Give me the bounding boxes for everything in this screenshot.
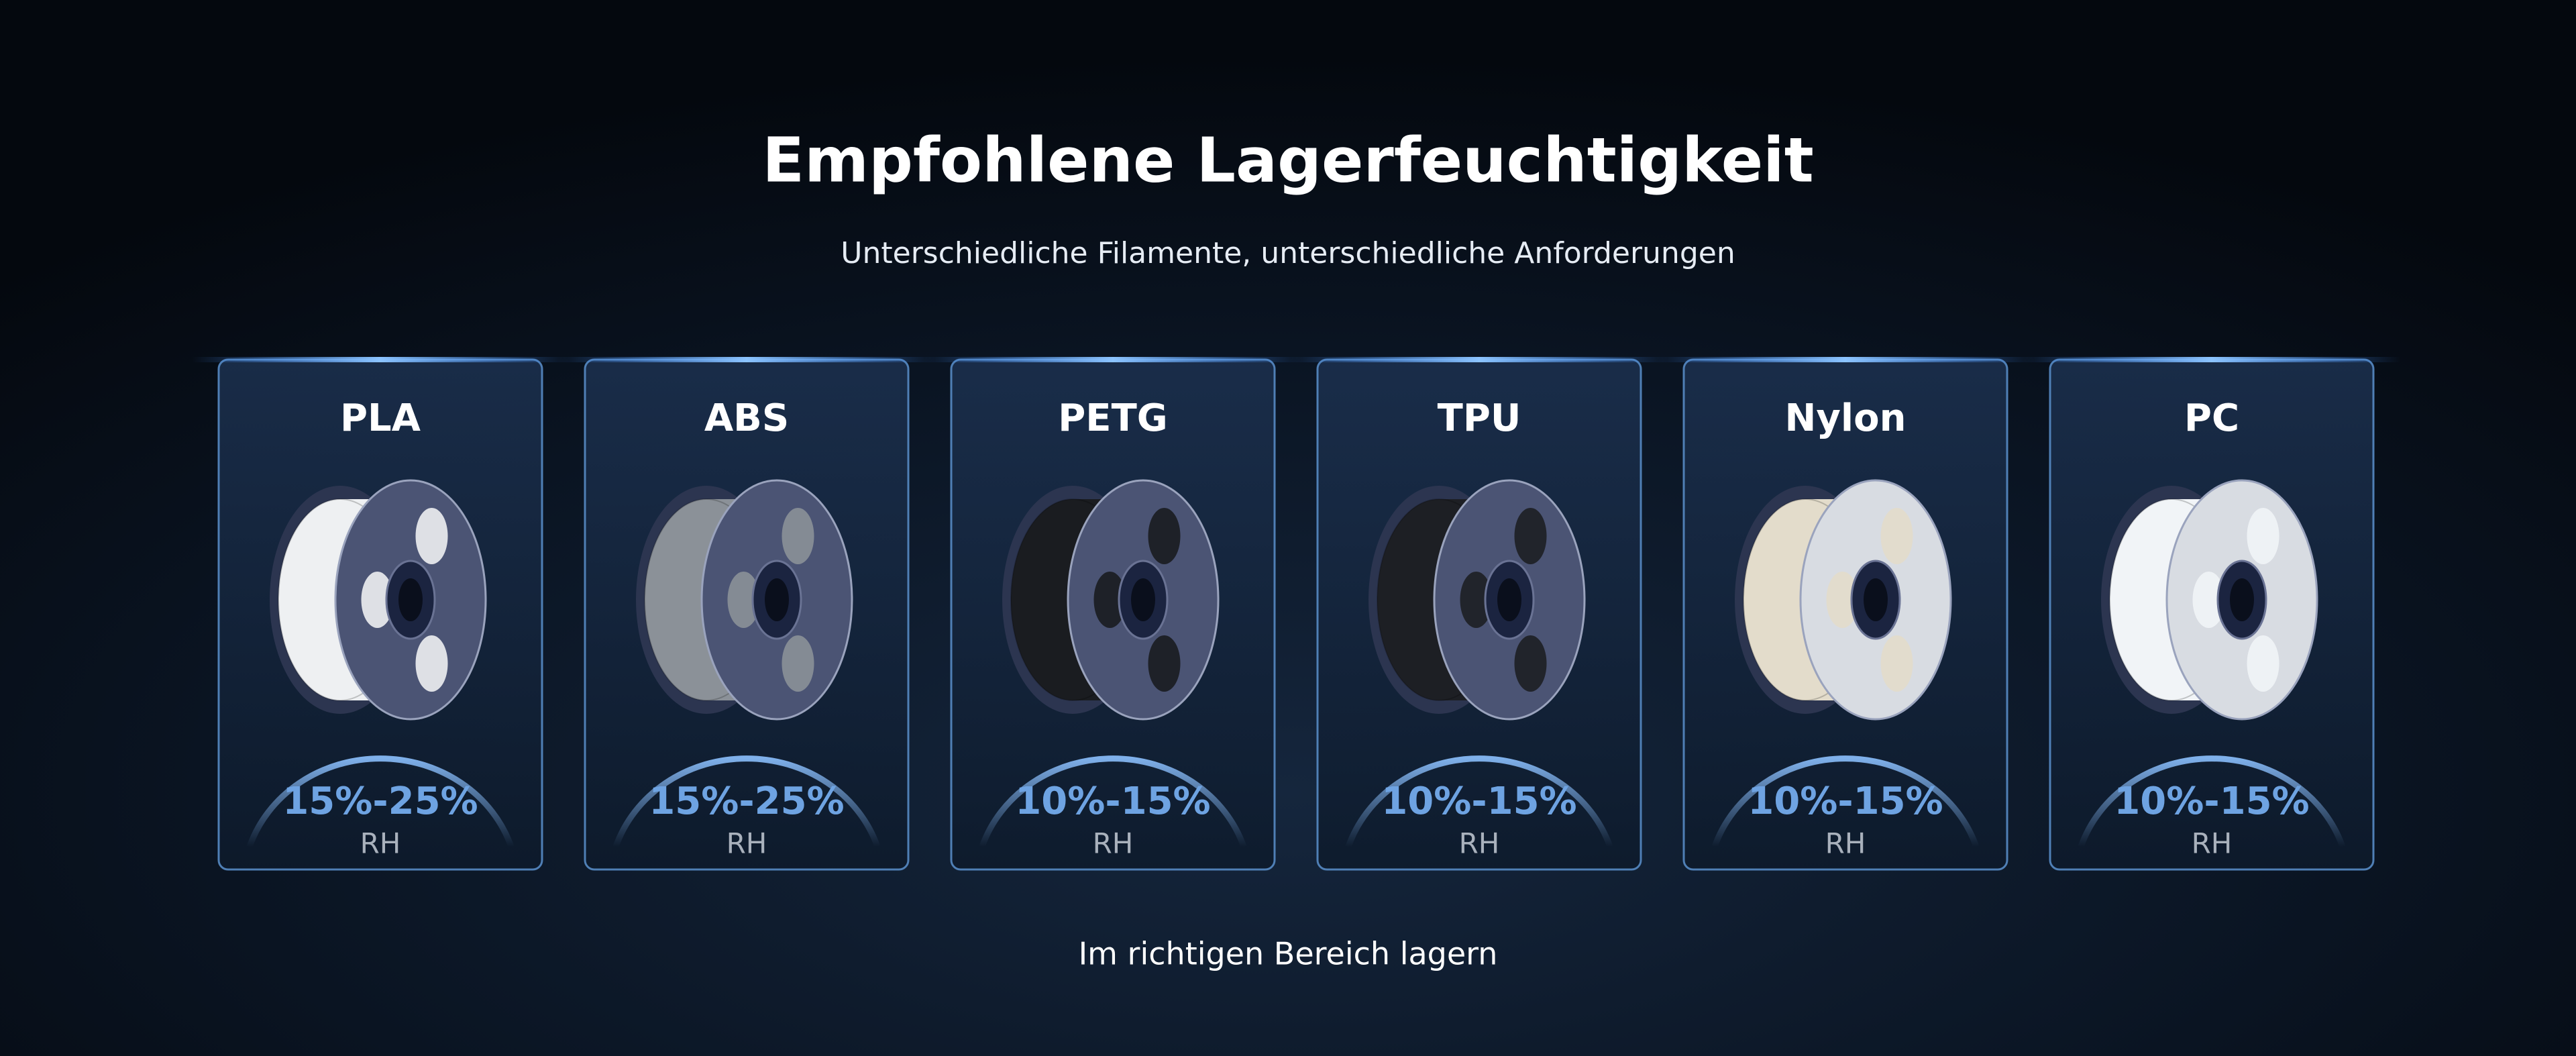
spool-window xyxy=(361,572,394,628)
spool-window xyxy=(1514,508,1547,564)
spool-window xyxy=(1148,508,1181,564)
humidity-arc xyxy=(246,755,515,848)
subtitle: Unterschiedliche Filamente, unterschiedl… xyxy=(841,236,1735,270)
card: Nylon 10%-15% RH xyxy=(1657,357,2034,871)
footer: Im richtigen Bereich lagern xyxy=(1079,936,1498,972)
spool-window xyxy=(1460,572,1493,628)
card: PLA 15%-25% RH xyxy=(192,357,569,871)
spool xyxy=(636,479,853,721)
humidity-range: 10%-15% xyxy=(1015,780,1210,823)
material-name: TPU xyxy=(1438,397,1521,440)
spool-window xyxy=(782,508,814,564)
card: PETG 10%-15% RH xyxy=(924,357,1301,871)
spool xyxy=(270,479,487,721)
spool-window xyxy=(415,635,448,692)
humidity-range: 10%-15% xyxy=(1748,780,1943,823)
humidity-unit: RH xyxy=(1825,827,1866,860)
humidity-arc xyxy=(1345,755,1613,848)
humidity-arc xyxy=(2078,755,2346,848)
material-name: PLA xyxy=(340,397,421,440)
spool-hole xyxy=(1497,578,1521,621)
spool-window xyxy=(782,635,814,692)
card: ABS 15%-25% RH xyxy=(558,357,935,871)
card-glow xyxy=(2023,357,2400,362)
material-name: ABS xyxy=(704,397,789,440)
spool xyxy=(2101,479,2318,721)
spool xyxy=(1735,479,1952,721)
humidity-unit: RH xyxy=(2192,827,2233,860)
spool xyxy=(1002,479,1220,721)
card-glow xyxy=(924,357,1301,362)
material-name: PETG xyxy=(1058,397,1167,440)
spool-hole xyxy=(1131,578,1155,621)
card-glow xyxy=(558,357,935,362)
spool-window xyxy=(2247,635,2279,692)
spool-window xyxy=(2192,572,2225,628)
spool xyxy=(1368,479,1586,721)
card-row: PLA15%-25%RHABS15%-25%RHPETG10%-15%RHTPU… xyxy=(192,357,2400,871)
card: TPU 10%-15% RH xyxy=(1291,357,1668,871)
humidity-arc xyxy=(979,755,1247,848)
spool-hole xyxy=(398,578,423,621)
humidity-range: 10%-15% xyxy=(1381,780,1576,823)
card: PC 10%-15% RH xyxy=(2023,357,2400,871)
spool-hole xyxy=(2230,578,2254,621)
spool-window xyxy=(1826,572,1859,628)
spool-hole xyxy=(765,578,789,621)
spool-window xyxy=(1880,635,1913,692)
humidity-range: 15%-25% xyxy=(649,780,844,823)
spool-hole xyxy=(1864,578,1888,621)
material-name: Nylon xyxy=(1785,397,1907,440)
spool-window xyxy=(2247,508,2279,564)
humidity-arc xyxy=(1711,755,1980,848)
card-glow xyxy=(1657,357,2034,362)
humidity-unit: RH xyxy=(727,827,767,860)
humidity-unit: RH xyxy=(1459,827,1500,860)
card-glow xyxy=(1291,357,1668,362)
humidity-unit: RH xyxy=(1093,827,1134,860)
humidity-arc xyxy=(612,755,881,848)
spool-window xyxy=(1514,635,1547,692)
spool-window xyxy=(415,508,448,564)
humidity-unit: RH xyxy=(360,827,401,860)
spool-window xyxy=(1880,508,1913,564)
humidity-range: 15%-25% xyxy=(282,780,478,823)
spool-window xyxy=(1148,635,1181,692)
spool-window xyxy=(727,572,760,628)
humidity-range: 10%-15% xyxy=(2114,780,2309,823)
title: Empfohlene Lagerfeuchtigkeit xyxy=(762,124,1813,196)
spool-window xyxy=(1093,572,1126,628)
card-glow xyxy=(192,357,569,362)
material-name: PC xyxy=(2184,397,2239,440)
